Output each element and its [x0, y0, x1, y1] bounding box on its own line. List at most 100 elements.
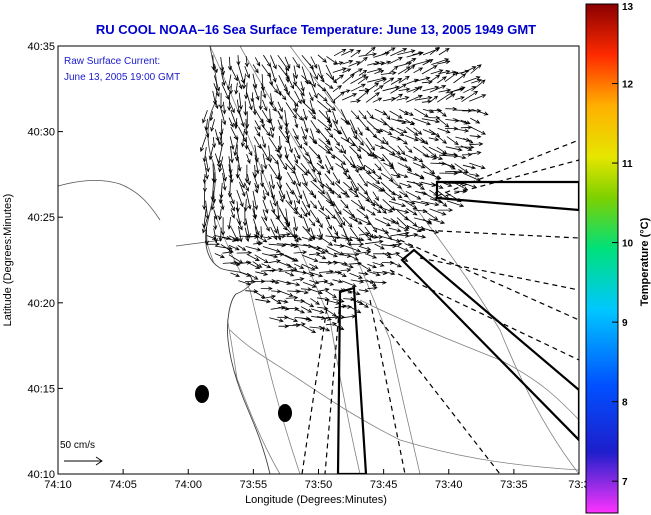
current-vector	[334, 209, 346, 227]
current-vector	[270, 120, 275, 132]
current-vector	[373, 61, 386, 66]
current-vector	[468, 173, 480, 178]
current-vector	[209, 111, 214, 122]
current-vector	[356, 299, 369, 308]
current-vector	[300, 317, 313, 322]
current-vector	[235, 164, 240, 179]
current-vector	[436, 108, 447, 117]
current-vector	[213, 209, 218, 220]
current-vector	[284, 271, 295, 277]
current-vector	[221, 164, 227, 182]
current-vector	[227, 92, 232, 112]
current-vector	[373, 251, 392, 256]
current-vector	[316, 234, 334, 246]
current-vector	[261, 235, 273, 240]
shoreline	[58, 46, 271, 474]
current-vector	[269, 93, 274, 106]
current-vector	[252, 171, 260, 190]
current-vector	[284, 243, 299, 248]
current-vector	[276, 84, 282, 96]
current-vector	[365, 46, 376, 56]
chart-title: RU COOL NOAA–16 Sea Surface Temperature:…	[96, 22, 536, 37]
current-vector	[255, 271, 269, 276]
current-vector	[308, 146, 322, 160]
current-vector	[428, 137, 440, 142]
current-vector	[317, 84, 327, 92]
current-vector	[340, 268, 352, 273]
current-vector	[460, 119, 471, 125]
current-vector	[259, 226, 264, 239]
current-vector	[285, 102, 297, 119]
current-vector	[317, 306, 329, 311]
current-vector	[414, 172, 425, 180]
current-vector	[218, 92, 224, 110]
current-vector	[261, 136, 267, 149]
current-vector	[269, 280, 280, 285]
beam-1	[435, 180, 579, 212]
current-vector	[214, 253, 225, 259]
y-tick-label: 40:25	[27, 212, 55, 224]
current-vector	[334, 146, 344, 154]
current-vector	[294, 180, 303, 200]
current-vector	[211, 55, 216, 71]
y-tick-label: 40:35	[27, 41, 55, 53]
current-vector	[340, 199, 349, 209]
current-vector	[302, 190, 311, 209]
current-vector	[253, 241, 264, 246]
current-vector	[324, 281, 335, 286]
current-vector	[374, 163, 382, 172]
current-vector	[357, 262, 372, 272]
current-vector	[310, 180, 326, 195]
current-vector	[277, 119, 283, 130]
current-vector	[295, 289, 309, 295]
current-vector	[327, 252, 338, 258]
current-vector	[276, 181, 286, 200]
current-vector	[390, 180, 403, 189]
current-vector	[388, 190, 403, 199]
current-vector	[317, 200, 324, 212]
current-vector	[202, 218, 208, 234]
current-vector	[242, 207, 248, 227]
current-vector	[300, 81, 305, 92]
current-vector	[244, 182, 249, 192]
current-vector	[269, 267, 284, 272]
current-vector	[308, 271, 324, 278]
current-vector	[246, 253, 260, 262]
current-vector	[316, 217, 323, 229]
current-vector	[229, 136, 235, 150]
current-vector	[399, 182, 413, 188]
current-vector	[302, 136, 308, 147]
current-vector	[398, 155, 408, 162]
current-vector	[221, 72, 226, 86]
current-vector	[430, 69, 444, 75]
current-vector	[469, 94, 487, 102]
current-vector	[455, 155, 467, 160]
current-vector	[276, 216, 288, 231]
current-vector	[342, 244, 362, 253]
current-vector	[412, 117, 432, 126]
current-vector	[262, 199, 269, 214]
current-vector	[333, 74, 345, 83]
current-vector	[294, 308, 306, 314]
current-vector	[324, 127, 334, 139]
current-vector	[284, 155, 296, 171]
current-vector	[316, 254, 327, 260]
current-vector	[244, 164, 249, 184]
current-vector	[367, 286, 378, 291]
current-vector	[444, 71, 459, 83]
current-vector	[222, 101, 227, 115]
current-vector	[429, 74, 441, 83]
current-vector	[420, 201, 440, 207]
current-vector	[309, 263, 319, 269]
current-vector	[469, 134, 482, 139]
current-vector	[245, 261, 261, 269]
colorbar-label: Temperature (°C)	[639, 217, 651, 306]
beam-2	[400, 248, 579, 442]
current-vector	[278, 324, 290, 329]
current-vector	[398, 108, 409, 116]
current-vector	[317, 92, 328, 102]
current-vector	[252, 83, 260, 101]
current-vector	[460, 145, 473, 151]
colorbar	[585, 3, 619, 514]
